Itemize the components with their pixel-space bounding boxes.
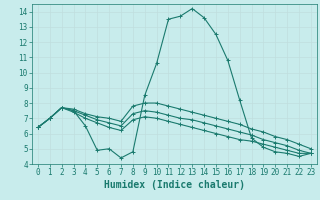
X-axis label: Humidex (Indice chaleur): Humidex (Indice chaleur) bbox=[104, 180, 245, 190]
